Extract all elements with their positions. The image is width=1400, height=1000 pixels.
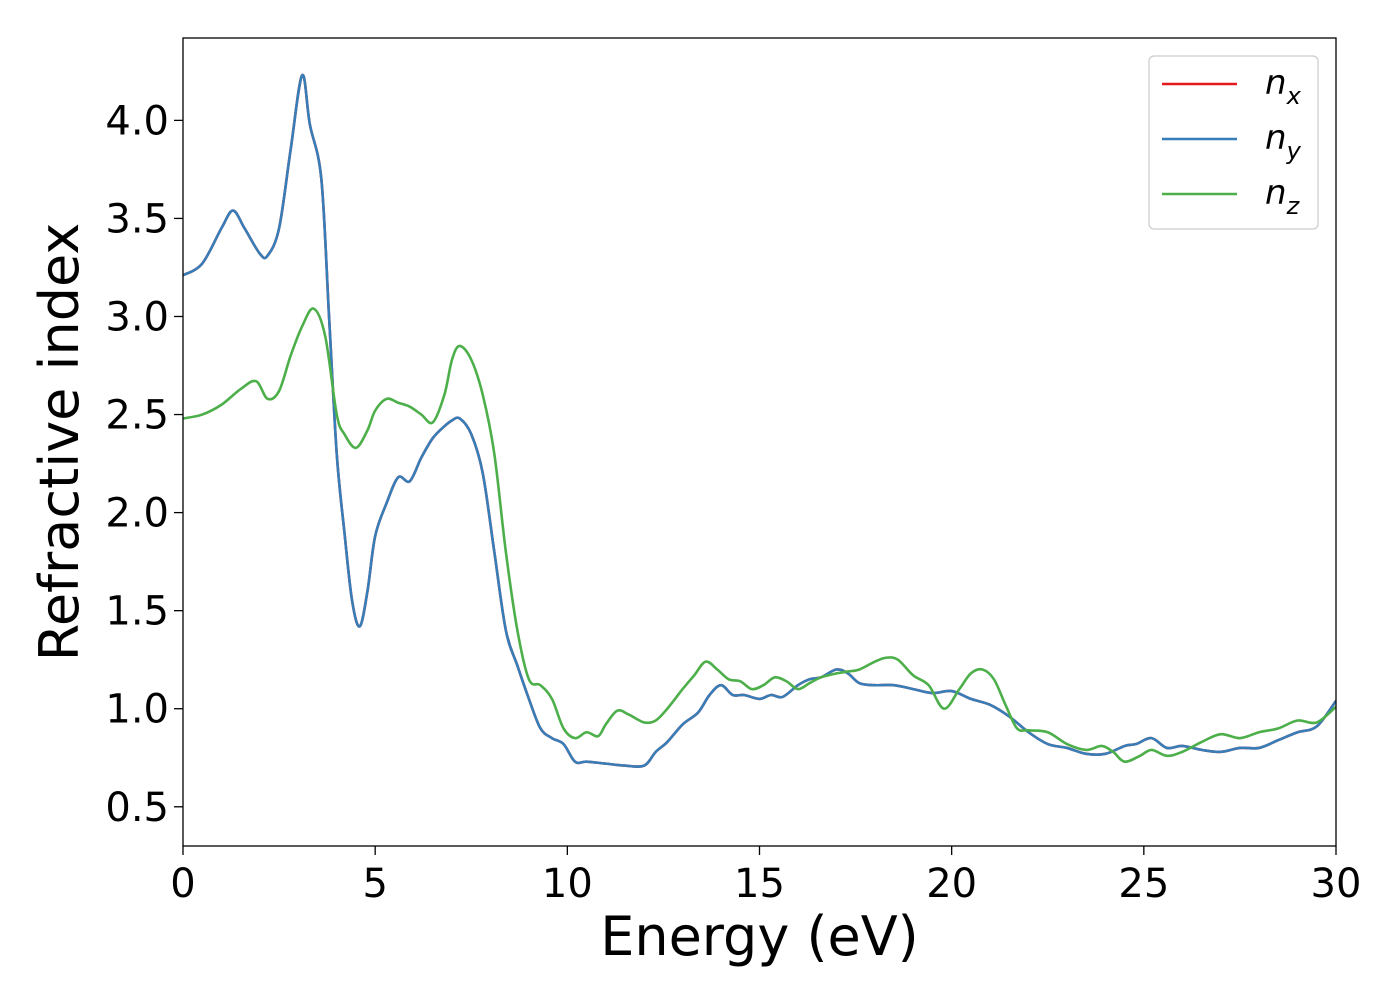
y-tick-label: 1.0 <box>105 687 169 733</box>
x-tick-label: 0 <box>170 861 195 907</box>
x-axis: 0 5 10 15 20 25 30 <box>170 846 1361 907</box>
y-tick-label: 4.0 <box>105 98 169 144</box>
x-tick-label: 20 <box>926 861 977 907</box>
series-line-nz <box>183 307 1336 763</box>
legend-box <box>1148 55 1319 230</box>
x-tick-label: 10 <box>542 861 593 907</box>
x-tick-label: 25 <box>1118 861 1169 907</box>
x-tick-label: 30 <box>1311 861 1362 907</box>
y-axis: 0.5 1.0 1.5 2.0 2.5 3.0 3.5 4.0 <box>105 98 183 831</box>
legend: nx ny nz <box>1148 55 1319 230</box>
legend-label-nx: nx <box>1265 63 1302 110</box>
y-tick-label: 3.0 <box>105 294 169 340</box>
series-line-ny <box>183 73 1336 768</box>
x-tick-label: 15 <box>734 861 785 907</box>
x-tick-label: 5 <box>362 861 387 907</box>
x-axis-title: Energy (eV) <box>600 905 919 968</box>
plot-lines <box>183 73 1336 768</box>
y-tick-label: 0.5 <box>105 785 169 831</box>
y-tick-label: 1.5 <box>105 589 169 635</box>
legend-label-ny: ny <box>1265 118 1302 165</box>
y-axis-title: Refractive index <box>28 223 91 662</box>
y-tick-label: 2.0 <box>105 491 169 537</box>
y-tick-label: 3.5 <box>105 196 169 242</box>
y-tick-label: 2.5 <box>105 393 169 439</box>
legend-label-nz: nz <box>1265 173 1301 220</box>
